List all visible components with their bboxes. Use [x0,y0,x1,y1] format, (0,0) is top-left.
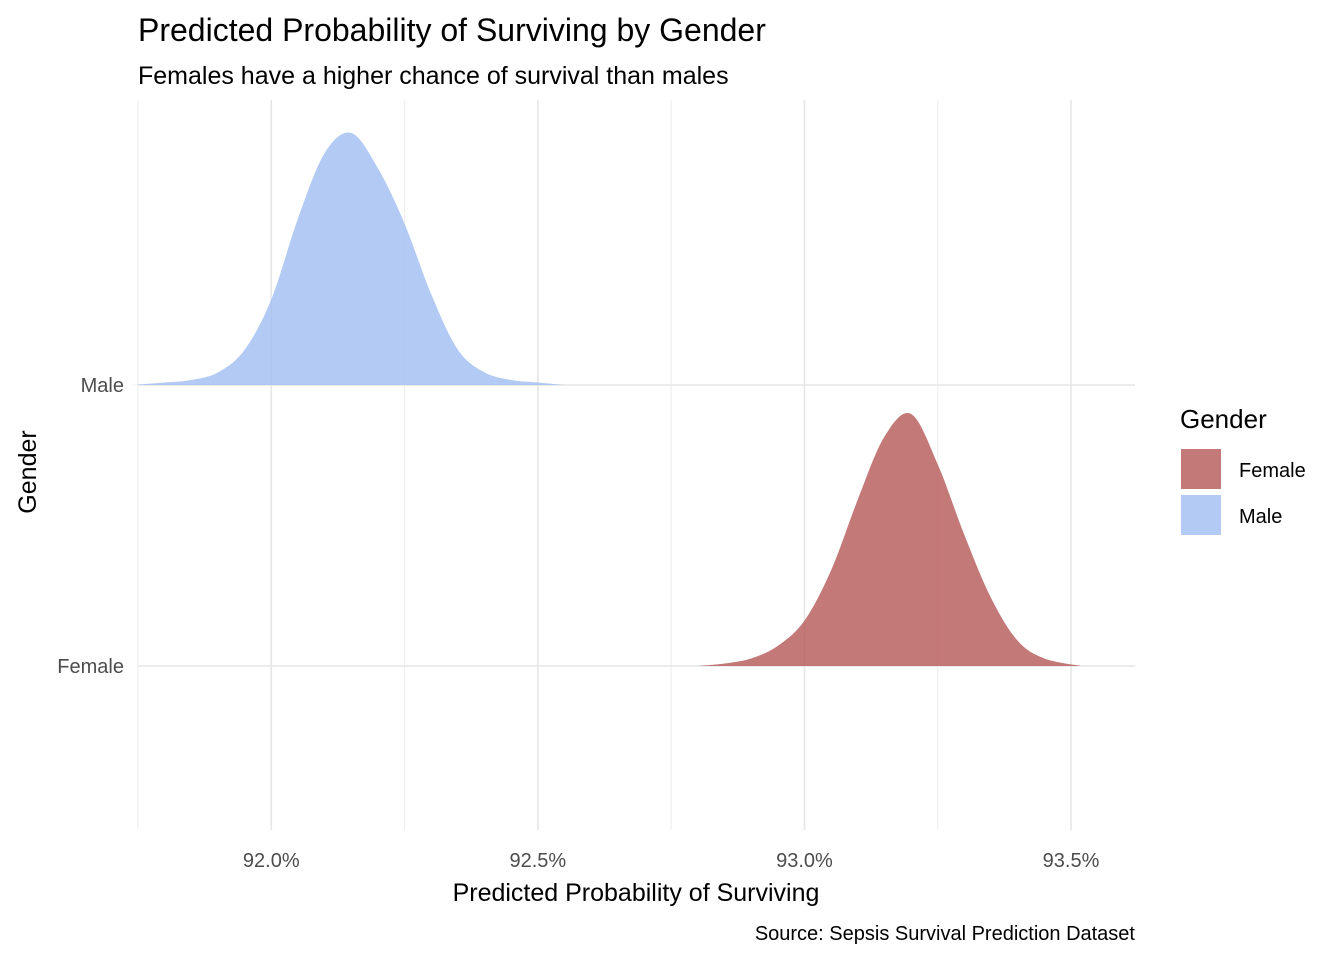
density-ridge-male [132,132,565,385]
legend: Gender Female Male [1180,404,1306,535]
x-tick-label: 92.5% [510,850,567,872]
x-axis-title: Predicted Probability of Surviving [453,879,820,907]
y-axis-ticks: Female Male [57,375,124,678]
y-tick-label: Male [81,375,124,397]
y-tick-label: Female [57,656,124,678]
chart-title: Predicted Probability of Surviving by Ge… [138,12,766,48]
x-axis-ticks: 92.0% 92.5% 93.0% 93.5% [243,850,1100,872]
density-ridges [132,132,1082,666]
legend-swatch-female [1181,449,1221,489]
legend-swatch-male [1181,495,1221,535]
legend-label-female: Female [1239,460,1306,482]
legend-label-male: Male [1239,506,1282,528]
y-axis-title: Gender [14,430,42,513]
legend-title: Gender [1180,404,1267,434]
grid-lines [137,100,1135,830]
chart-subtitle: Females have a higher chance of survival… [138,62,729,90]
x-tick-label: 93.5% [1043,850,1100,872]
x-tick-label: 93.0% [776,850,833,872]
chart-caption: Source: Sepsis Survival Prediction Datas… [755,923,1136,945]
density-ridge-female [697,413,1082,666]
x-tick-label: 92.0% [243,850,300,872]
